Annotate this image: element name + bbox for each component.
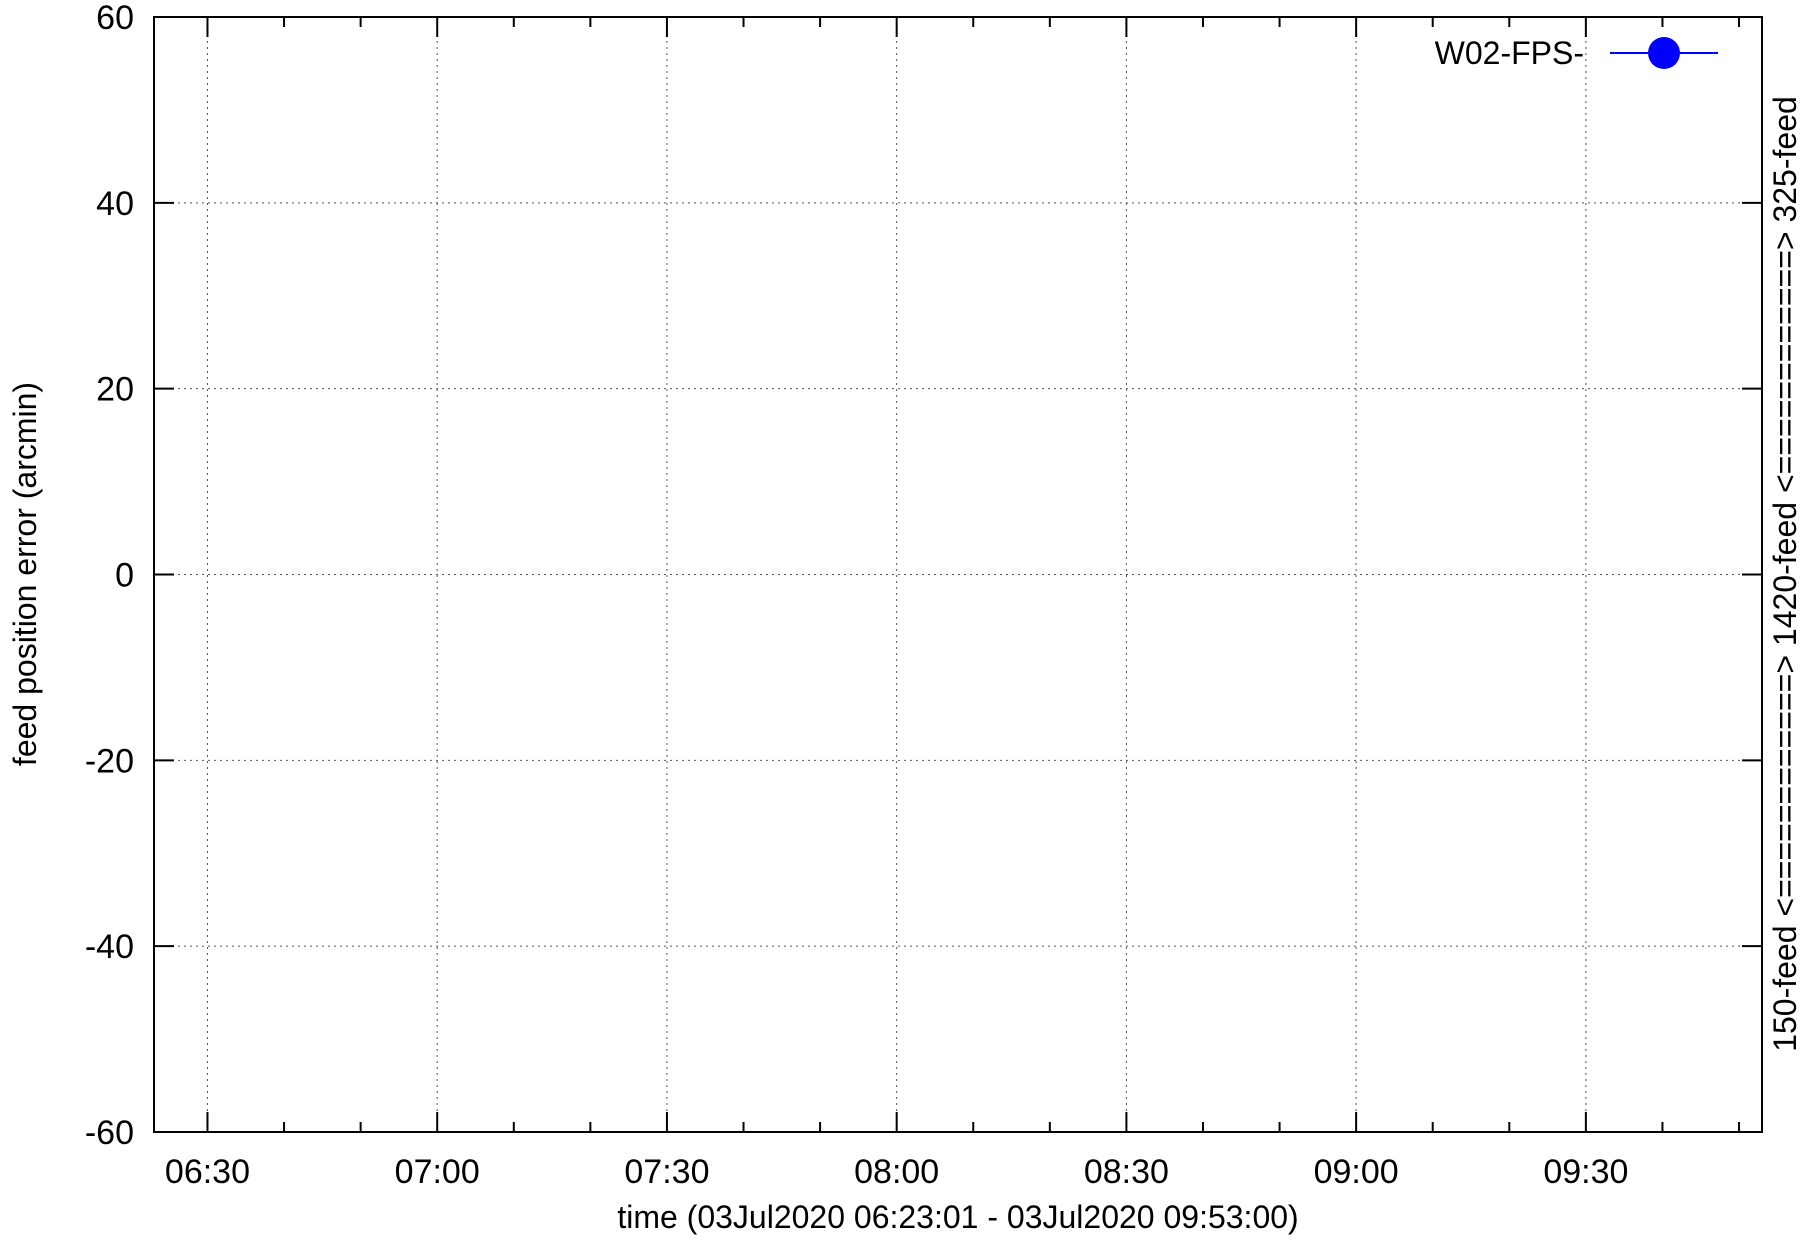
x-tick-label: 06:30 — [165, 1153, 250, 1191]
y-tick-label: 0 — [115, 557, 134, 595]
y-tick-label: 60 — [96, 0, 134, 37]
y-tick-label: 40 — [96, 185, 134, 223]
x-tick-label: 08:30 — [1084, 1153, 1169, 1191]
legend: W02-FPS- — [1435, 35, 1718, 71]
y-tick-label: -40 — [85, 928, 134, 966]
tick-labels: -60 -40 -20 0 20 40 60 06:30 07:00 07:30 08:00 08:3… — [85, 0, 1629, 1191]
x-tick-label: 07:30 — [624, 1153, 709, 1191]
x-tick-label: 07:00 — [395, 1153, 480, 1191]
legend-marker — [1648, 37, 1680, 69]
x-tick-label: 09:00 — [1314, 1153, 1399, 1191]
plot-frame — [153, 16, 1763, 1133]
y-tick-label: 20 — [96, 371, 134, 409]
x-tick-label: 08:00 — [854, 1153, 939, 1191]
legend-label: W02-FPS- — [1435, 35, 1584, 71]
y-axis-label: feed position error (arcmin) — [7, 382, 43, 766]
x-axis-label: time (03Jul2020 06:23:01 - 03Jul2020 09:… — [617, 1199, 1298, 1235]
y-tick-label: -60 — [85, 1114, 134, 1152]
y-tick-label: -20 — [85, 742, 134, 780]
y2-axis-label: 150-feed <============> 1420-feed <=====… — [1767, 96, 1803, 1052]
x-tick-label: 09:30 — [1543, 1153, 1628, 1191]
grid — [154, 17, 1762, 1132]
